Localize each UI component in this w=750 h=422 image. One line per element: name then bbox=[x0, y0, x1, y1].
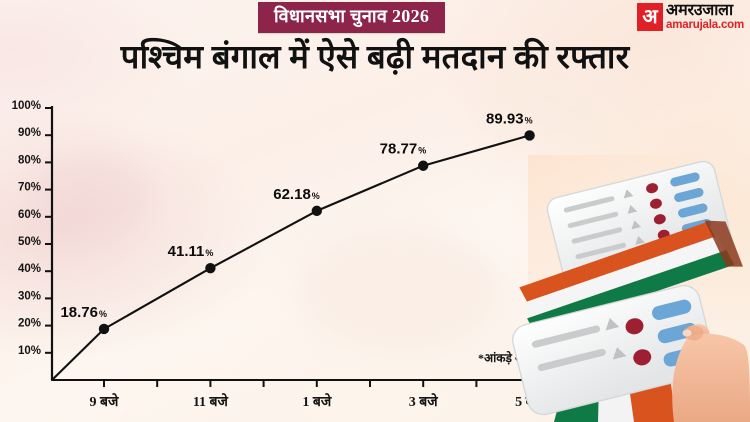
y-axis-ticks: 100% 90% 80% 70% 60% 50% 40% 30% 20% 10% bbox=[12, 100, 52, 357]
y-axis-tick-label: 20% bbox=[18, 318, 41, 330]
background-blotch bbox=[470, 60, 630, 170]
data-point-value: 78.77 bbox=[380, 141, 418, 158]
x-axis-tick-labels: 9 बजे11 बजे1 बजे3 बजे5 बजे bbox=[90, 393, 545, 410]
turnout-series-points bbox=[98, 130, 535, 335]
data-point-value: 89.93 bbox=[486, 110, 524, 127]
x-axis-tick-label: 1 बजे bbox=[302, 393, 331, 410]
y-axis-tick-label: 10% bbox=[18, 345, 41, 357]
data-point-label: 89.93% bbox=[486, 110, 533, 127]
y-axis-tick-label: 70% bbox=[18, 182, 41, 194]
kicker-banner: विधानसभा चुनाव 2026 bbox=[258, 2, 446, 33]
data-point-marker bbox=[205, 262, 216, 274]
y-axis-tick-label: 60% bbox=[18, 209, 41, 221]
data-point-marker bbox=[524, 130, 535, 141]
data-point-percent-sign: % bbox=[312, 191, 320, 201]
y-axis-tick-label: 50% bbox=[18, 236, 41, 248]
y-axis-tick-label: 40% bbox=[18, 263, 41, 275]
data-point-value: 18.76 bbox=[60, 304, 98, 321]
x-axis-ticks bbox=[103, 380, 531, 387]
background-blotch bbox=[30, 150, 150, 240]
data-point-label: 41.11% bbox=[168, 243, 214, 260]
brand-wordmark: अमरउजाला amarujala.com bbox=[666, 3, 744, 32]
y-axis-tick-label: 90% bbox=[18, 127, 41, 139]
brand-mark-icon: अ bbox=[637, 3, 664, 31]
data-point-value: 62.18 bbox=[273, 186, 311, 203]
x-axis-tick-label: 3 बजे bbox=[409, 393, 438, 410]
data-point-percent-sign: % bbox=[525, 115, 533, 125]
data-point-marker bbox=[98, 323, 110, 335]
hand-pressing-button bbox=[672, 324, 750, 422]
header: विधानसभा चुनाव 2026 अ अमरउजाला amarujala… bbox=[0, 0, 750, 36]
data-point-value: 41.11 bbox=[168, 243, 205, 260]
data-point-marker bbox=[311, 205, 322, 217]
y-axis-tick-label: 80% bbox=[18, 154, 41, 166]
y-axis-tick-label: 30% bbox=[18, 290, 41, 302]
evm-voting-machine-illustration bbox=[512, 155, 750, 422]
data-point-label: 18.76% bbox=[60, 304, 107, 321]
turnout-series-line bbox=[50, 134, 531, 382]
data-point-label: 78.77% bbox=[380, 141, 427, 158]
brand-name-english: amarujala.com bbox=[666, 19, 744, 31]
data-point-percent-sign: % bbox=[418, 146, 426, 156]
data-point-percent-sign: % bbox=[99, 309, 107, 319]
background-blotch bbox=[300, 230, 500, 350]
brand-name-hindi: अमरउजाला bbox=[666, 2, 733, 19]
data-point-percent-sign: % bbox=[205, 248, 213, 258]
page-title: पश्चिम बंगाल में ऐसे बढ़ी मतदान की रफ्ता… bbox=[120, 40, 630, 76]
x-axis-tick-label: 9 बजे bbox=[90, 393, 119, 410]
y-axis-tick-label: 100% bbox=[12, 100, 41, 112]
turnout-series-labels: 18.76 %41.11 %62.18 %78.77 %89.93% bbox=[60, 110, 532, 321]
brand-logo: अ अमरउजाला amarujala.com bbox=[637, 3, 744, 32]
data-point-label: 62.18% bbox=[273, 186, 320, 203]
x-axis-tick-label: 11 बजे bbox=[193, 393, 229, 410]
data-point-marker bbox=[418, 160, 429, 171]
